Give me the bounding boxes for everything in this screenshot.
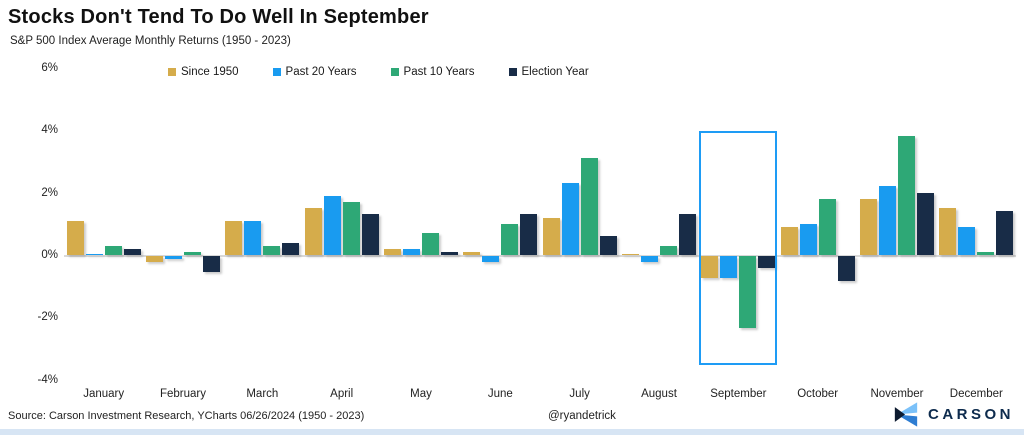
y-axis-tick-label: 4% (41, 124, 58, 137)
legend-item-past-10-years: Past 10 Years (390, 66, 475, 78)
bar-may-past-10-years (422, 233, 439, 255)
bar-june-since-1950 (463, 251, 481, 255)
x-axis-label-august: August (641, 388, 677, 400)
bar-december-since-1950 (939, 208, 957, 255)
bar-november-election-year (917, 192, 934, 255)
x-axis-label-september: September (710, 388, 767, 400)
x-axis-label-november: November (870, 388, 924, 400)
bar-july-past-10-years (580, 158, 598, 255)
bar-february-since-1950 (146, 256, 163, 263)
legend-swatch-icon (508, 68, 517, 76)
y-axis-tick-label: -4% (37, 373, 58, 386)
bar-december-election-year (996, 211, 1014, 255)
bar-august-past-10-years (660, 245, 677, 255)
zero-axis-line (64, 255, 1016, 257)
bar-march-election-year (282, 242, 300, 255)
bar-january-election-year (123, 248, 141, 255)
bar-december-past-20-years (958, 226, 976, 255)
bar-november-past-10-years (898, 136, 915, 255)
bar-september-since-1950 (701, 256, 719, 278)
bar-january-past-20-years (85, 253, 103, 255)
source-note: Source: Carson Investment Research, YCha… (8, 410, 365, 422)
bar-april-past-10-years (342, 201, 360, 255)
bar-september-past-20-years (720, 256, 738, 278)
bar-april-election-year (361, 214, 379, 255)
y-axis-tick-label: -2% (37, 311, 58, 324)
bar-july-election-year (599, 236, 617, 255)
bar-november-past-20-years (879, 186, 896, 255)
bar-august-election-year (679, 214, 696, 255)
bar-april-past-20-years (323, 195, 341, 255)
bar-february-past-20-years (165, 256, 182, 260)
bar-october-past-10-years (818, 198, 836, 255)
chart-legend: Since 1950 Past 20 Years Past 10 Years Elec… (168, 66, 589, 78)
bar-july-since-1950 (542, 217, 560, 255)
x-axis-label-april: April (330, 388, 354, 400)
bar-january-since-1950 (66, 220, 84, 255)
carson-logo-text: CARSON (927, 406, 1014, 423)
y-axis-tick-label: 6% (41, 61, 58, 74)
legend-label: Past 20 Years (285, 66, 357, 78)
x-axis-label-october: October (797, 388, 839, 400)
x-axis-label-may: May (410, 388, 432, 400)
legend-item-past-20-years: Past 20 Years (272, 66, 357, 78)
bar-april-since-1950 (304, 208, 322, 255)
bar-september-election-year (758, 256, 776, 269)
legend-label: Election Year (521, 66, 589, 78)
legend-swatch-icon (168, 68, 176, 76)
bar-november-since-1950 (860, 198, 877, 255)
bar-march-past-10-years (263, 245, 281, 255)
legend-swatch-icon (272, 68, 281, 76)
bar-october-past-20-years (799, 223, 817, 255)
x-axis-label-january: January (83, 388, 125, 400)
bar-march-past-20-years (244, 220, 262, 255)
bar-may-election-year (441, 251, 458, 255)
x-axis-label-march: March (246, 388, 279, 400)
bar-august-since-1950 (622, 253, 639, 255)
carson-logo: CARSON (893, 401, 1014, 428)
carson-logo-icon (893, 401, 919, 428)
bottom-border-strip (0, 429, 1024, 435)
legend-label: Past 10 Years (403, 66, 475, 78)
bar-october-election-year (837, 256, 855, 281)
bar-june-election-year (520, 214, 538, 255)
legend-item-election-year: Election Year (508, 66, 589, 78)
x-axis-label-february: February (159, 388, 207, 400)
bar-december-past-10-years (977, 251, 995, 255)
x-axis-label-july: July (569, 388, 590, 400)
september-highlight-box (699, 131, 778, 365)
author-handle: @ryandetrick (548, 410, 616, 422)
bar-march-since-1950 (225, 220, 243, 255)
bar-february-election-year (203, 256, 220, 272)
bar-may-past-20-years (403, 248, 420, 255)
y-axis-tick-label: 2% (41, 186, 58, 199)
bar-may-since-1950 (384, 248, 401, 255)
bar-september-past-10-years (739, 256, 757, 328)
bar-february-past-10-years (184, 251, 201, 255)
bar-june-past-10-years (501, 223, 519, 255)
bar-july-past-20-years (561, 183, 579, 255)
bar-october-since-1950 (780, 226, 798, 255)
bar-january-past-10-years (104, 245, 122, 255)
y-axis-tick-label: 0% (41, 249, 58, 261)
x-axis-label-december: December (949, 388, 1003, 400)
x-axis-label-june: June (487, 388, 513, 400)
legend-label: Since 1950 (181, 66, 239, 78)
bar-august-past-20-years (641, 256, 658, 263)
chart-subtitle: S&P 500 Index Average Monthly Returns (1… (10, 35, 291, 47)
page-title: Stocks Don't Tend To Do Well In Septembe… (8, 6, 429, 28)
legend-item-since-1950: Since 1950 (168, 66, 239, 78)
legend-swatch-icon (390, 68, 399, 76)
bar-june-past-20-years (482, 256, 500, 263)
